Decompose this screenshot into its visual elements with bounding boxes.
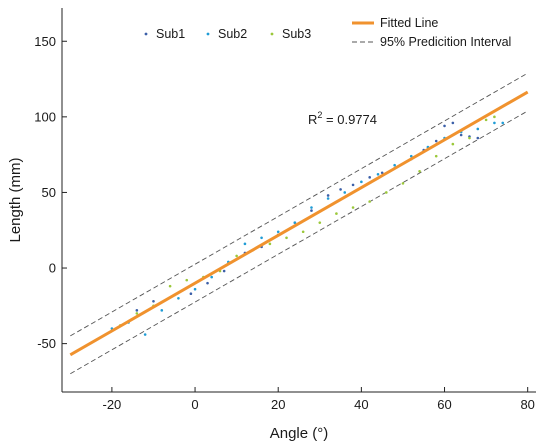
point-sub3: [168, 284, 172, 288]
r-squared-superscript: 2: [317, 110, 322, 120]
point-sub2: [493, 121, 496, 125]
point-sub2: [360, 180, 363, 184]
point-sub3: [351, 206, 355, 209]
y-tick-label: 50: [42, 185, 56, 200]
point-sub3: [268, 242, 272, 246]
point-sub1: [380, 171, 384, 175]
x-tick-label: 80: [520, 397, 534, 412]
point-sub3: [385, 191, 388, 194]
legend-marker-sub2: [206, 32, 210, 36]
y-tick-label: 150: [34, 34, 56, 49]
legend-label-sub1: Sub1: [156, 27, 185, 41]
point-sub3: [301, 230, 305, 234]
point-sub2: [393, 163, 396, 167]
point-sub3: [285, 236, 288, 240]
x-tick-label: 0: [191, 397, 198, 412]
legend-marker-sub1: [144, 32, 148, 36]
point-sub1: [434, 139, 438, 143]
point-sub2: [476, 127, 480, 131]
point-sub1: [152, 299, 155, 303]
r-squared-label: R: [308, 112, 317, 127]
point-sub1: [451, 121, 455, 125]
point-sub1: [339, 188, 342, 191]
point-sub2: [376, 172, 380, 176]
legend-label-fitted-line: Fitted Line: [380, 16, 438, 30]
point-sub2: [293, 221, 297, 224]
plot-area: [69, 72, 529, 375]
x-tick-label: -20: [102, 397, 121, 412]
point-sub2: [243, 242, 247, 246]
legend-label-sub3: Sub3: [282, 27, 311, 41]
legend-label-sub2: Sub2: [218, 27, 247, 41]
point-sub3: [451, 142, 455, 146]
point-sub3: [434, 154, 438, 158]
x-axis-title: Angle (°): [270, 425, 329, 442]
point-sub1: [326, 194, 330, 197]
point-sub2: [276, 230, 280, 234]
point-sub3: [135, 312, 139, 315]
point-sub1: [310, 209, 313, 212]
prediction-interval-lower: [70, 110, 528, 375]
point-sub2: [409, 154, 413, 158]
point-sub3: [368, 200, 371, 203]
legend: Sub1 Sub2 Sub3 Fitted Line 95% Predicition I…: [144, 16, 511, 49]
point-sub2: [326, 197, 330, 200]
x-tick-label: 20: [271, 397, 285, 412]
legend-marker-sub3: [270, 32, 274, 36]
point-sub1: [189, 292, 193, 296]
y-tick-label: 0: [49, 261, 56, 276]
axes: -20 0 20 40 60 80 -50 0 50 100 150 Angle (°) Length …: [7, 8, 536, 442]
point-sub3: [235, 254, 238, 258]
point-sub1: [459, 133, 463, 137]
prediction-interval-upper: [70, 72, 528, 337]
point-sub2: [177, 296, 180, 300]
point-sub2: [193, 287, 197, 291]
point-sub3: [335, 212, 338, 215]
point-sub2: [310, 206, 313, 209]
point-sub3: [493, 115, 496, 119]
point-sub3: [318, 221, 322, 224]
y-tick-label: -50: [37, 336, 56, 351]
point-sub3: [401, 182, 405, 185]
r-squared-value: = 0.9774: [322, 112, 377, 127]
legend-label-interval: 95% Predicition Interval: [380, 35, 511, 49]
point-sub2: [160, 309, 164, 312]
fitted-line: [69, 90, 529, 357]
point-sub1: [476, 136, 480, 140]
point-sub1: [135, 309, 139, 312]
point-sub1: [351, 183, 355, 187]
point-sub3: [468, 136, 471, 140]
point-sub2: [501, 121, 505, 125]
r-squared-annotation: R2 = 0.9774: [308, 110, 377, 127]
point-sub1: [222, 269, 226, 273]
point-sub3: [185, 278, 189, 282]
point-sub1: [206, 281, 209, 285]
point-sub2: [143, 333, 147, 336]
point-sub1: [368, 176, 371, 179]
point-sub2: [210, 275, 213, 279]
x-tick-label: 40: [354, 397, 368, 412]
point-sub3: [484, 118, 488, 122]
point-sub2: [343, 191, 347, 194]
x-tick-label: 60: [437, 397, 451, 412]
point-sub3: [418, 169, 421, 173]
point-sub2: [260, 236, 263, 240]
y-axis-title: Length (mm): [7, 157, 24, 242]
y-tick-label: 100: [34, 109, 56, 124]
point-sub1: [443, 124, 446, 128]
